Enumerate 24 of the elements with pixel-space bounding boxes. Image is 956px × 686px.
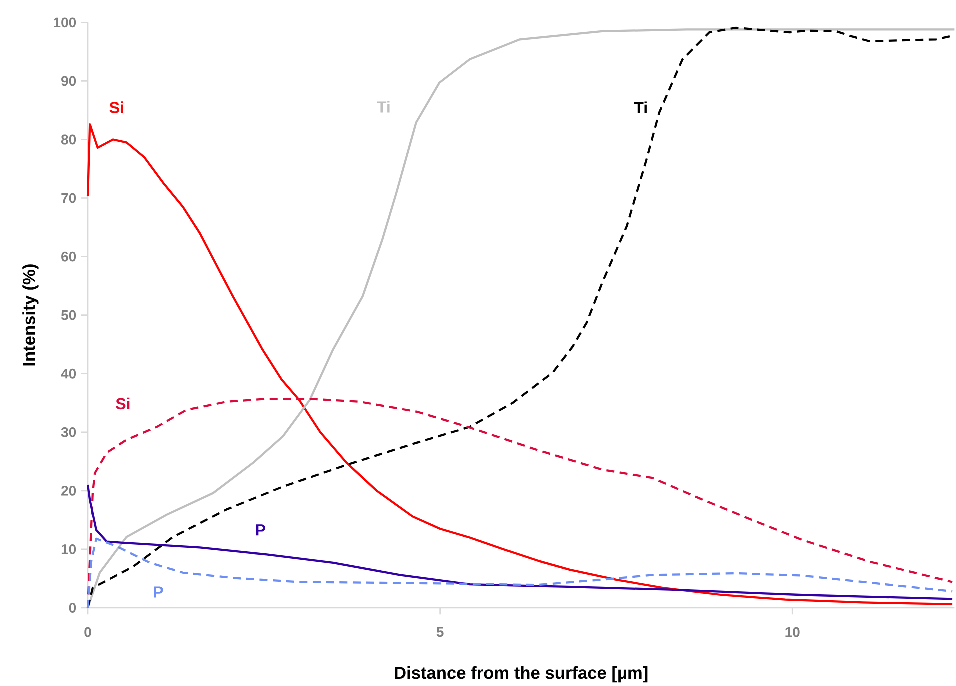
series-label: Si (116, 398, 130, 410)
x-axis-title: Distance from the surface [µm] (395, 666, 648, 683)
series-label: Ti (634, 102, 647, 114)
y-tick-label: 40 (61, 368, 76, 379)
x-tick-label: 0 (84, 627, 92, 638)
series-label: Si (110, 102, 124, 114)
y-axis-title: Intensity (%) (22, 264, 39, 366)
y-tick-label: 90 (62, 76, 76, 86)
series-label: P (154, 586, 164, 598)
y-tick-label: 30 (61, 427, 76, 438)
y-tick-label: 60 (62, 252, 76, 262)
y-tick-label: 100 (54, 18, 76, 28)
line-series (86, 123, 954, 606)
y-tick-label: 50 (61, 310, 76, 320)
line-series (86, 484, 954, 600)
y-tick-label: 20 (62, 486, 76, 496)
series-label: Ti (377, 101, 390, 113)
x-tick-label: 5 (436, 627, 444, 638)
x-tick-label: 10 (786, 627, 800, 638)
y-tick-label: 10 (62, 544, 76, 554)
series-label: P (256, 524, 266, 536)
y-tick-label: 70 (62, 193, 76, 204)
y-tick-label: 0 (69, 603, 76, 613)
y-tick-label: 80 (61, 134, 76, 145)
